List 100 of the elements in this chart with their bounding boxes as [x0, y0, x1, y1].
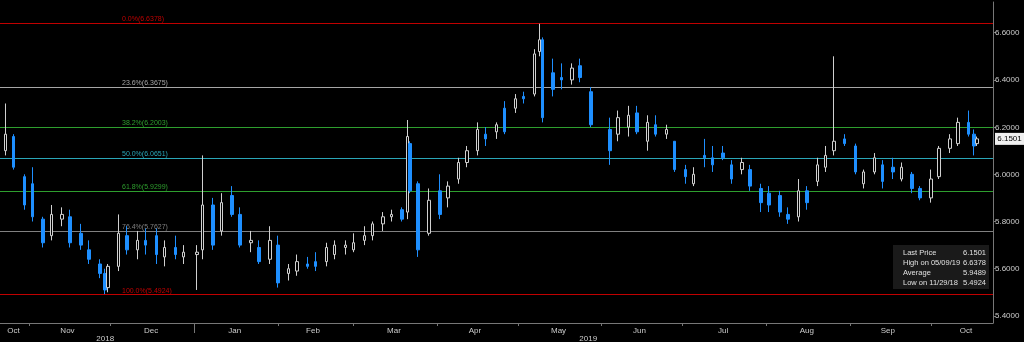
candlestick — [646, 114, 649, 152]
candlestick — [570, 62, 574, 86]
candlestick — [257, 239, 261, 265]
candlestick — [438, 173, 442, 220]
candlestick — [578, 58, 582, 83]
candlestick — [238, 206, 242, 248]
candlestick — [514, 93, 517, 114]
candlestick — [730, 159, 733, 185]
candlestick — [967, 110, 970, 138]
candlestick — [824, 145, 827, 173]
x-tick-label: Jun — [633, 325, 646, 335]
candlestick — [220, 192, 223, 237]
candlestick — [816, 157, 819, 187]
candlestick — [79, 223, 83, 251]
x2-tick-label: 2019 — [579, 333, 598, 342]
y-tick-label: 5.6000 — [995, 264, 1021, 274]
candlestick — [416, 180, 420, 258]
candlestick — [344, 239, 347, 256]
candlestick — [390, 209, 393, 223]
candlestick — [503, 100, 506, 135]
candlestick — [635, 105, 639, 135]
candlestick — [201, 154, 204, 260]
candlestick — [843, 133, 846, 147]
x-tick-label: Sep — [880, 325, 896, 335]
candlestick — [533, 48, 536, 97]
x-tick-label: May — [551, 325, 567, 335]
candlestick — [759, 183, 763, 213]
candlestick — [495, 121, 498, 140]
candlestick — [50, 204, 53, 241]
candlestick — [333, 239, 336, 260]
candlestick — [975, 136, 979, 147]
candlestick — [748, 164, 752, 192]
candlestick — [12, 133, 15, 171]
candlestick — [721, 145, 725, 161]
candlestick — [31, 166, 34, 223]
candlestick — [106, 263, 110, 293]
candlestick — [352, 232, 355, 253]
candlestick — [873, 152, 876, 175]
candlestick — [23, 173, 26, 211]
candlestick — [41, 216, 45, 248]
candlestick — [408, 140, 412, 194]
candlestick — [900, 162, 903, 182]
x-tick-label: Aug — [799, 325, 814, 335]
candlestick — [268, 225, 272, 265]
annotation: 6.1501 — [997, 134, 1023, 144]
candlestick — [616, 110, 620, 142]
x-tick-label: Dec — [143, 325, 159, 335]
candlestick — [287, 263, 290, 282]
candlestick — [684, 164, 687, 185]
candlestick — [230, 185, 234, 218]
candlestick — [4, 102, 7, 156]
candlestick — [541, 36, 544, 123]
y-tick-label: 6.6000 — [995, 28, 1021, 38]
candlestick — [627, 105, 630, 138]
candlestick — [457, 157, 460, 185]
y-tick-label: 6.0000 — [995, 169, 1021, 179]
candlestick — [295, 254, 299, 277]
candlestick — [881, 159, 884, 189]
candlestick — [182, 244, 185, 265]
candlestick — [195, 244, 199, 291]
candlestick — [665, 124, 668, 140]
candlestick — [608, 117, 612, 166]
candlestick — [654, 114, 657, 138]
candlestick — [948, 133, 952, 154]
candlestick — [68, 209, 72, 248]
x-tick-label: Jul — [718, 325, 729, 335]
candlestick — [538, 23, 541, 57]
candlestick — [929, 169, 933, 204]
candlestick — [972, 128, 976, 156]
candlestick — [778, 190, 782, 218]
candlestick — [314, 251, 317, 272]
y-tick-label: 6.2000 — [995, 122, 1021, 132]
candlestick — [381, 211, 385, 232]
y-tick-label: 5.4000 — [995, 311, 1021, 321]
candlestick — [560, 62, 563, 90]
candlestick — [136, 230, 139, 260]
y-tick-label: 6.4000 — [995, 75, 1021, 85]
x-tick-label: Nov — [60, 325, 75, 335]
candlestick — [910, 171, 914, 194]
candlestick — [363, 225, 366, 246]
candlestick — [673, 140, 676, 173]
candlestick — [956, 117, 960, 147]
x-tick-label: Jan — [228, 325, 242, 335]
candlestick — [832, 55, 836, 156]
candlestick — [465, 145, 469, 168]
candlestick — [937, 145, 941, 180]
candlestick — [249, 230, 253, 253]
x-tick-label: Feb — [306, 325, 321, 335]
candlestick — [854, 143, 857, 175]
x-tick-label: Apr — [468, 325, 482, 335]
candlestick — [692, 166, 695, 187]
candlestick — [805, 185, 809, 211]
candlestick — [476, 121, 479, 156]
x-tick-label: Oct — [7, 325, 21, 335]
candlestick — [484, 126, 487, 147]
candlestick — [446, 180, 450, 208]
x-tick-label: Oct — [959, 325, 974, 335]
candlestick — [862, 169, 865, 189]
candlestick — [211, 197, 215, 251]
candlestick — [711, 145, 714, 173]
